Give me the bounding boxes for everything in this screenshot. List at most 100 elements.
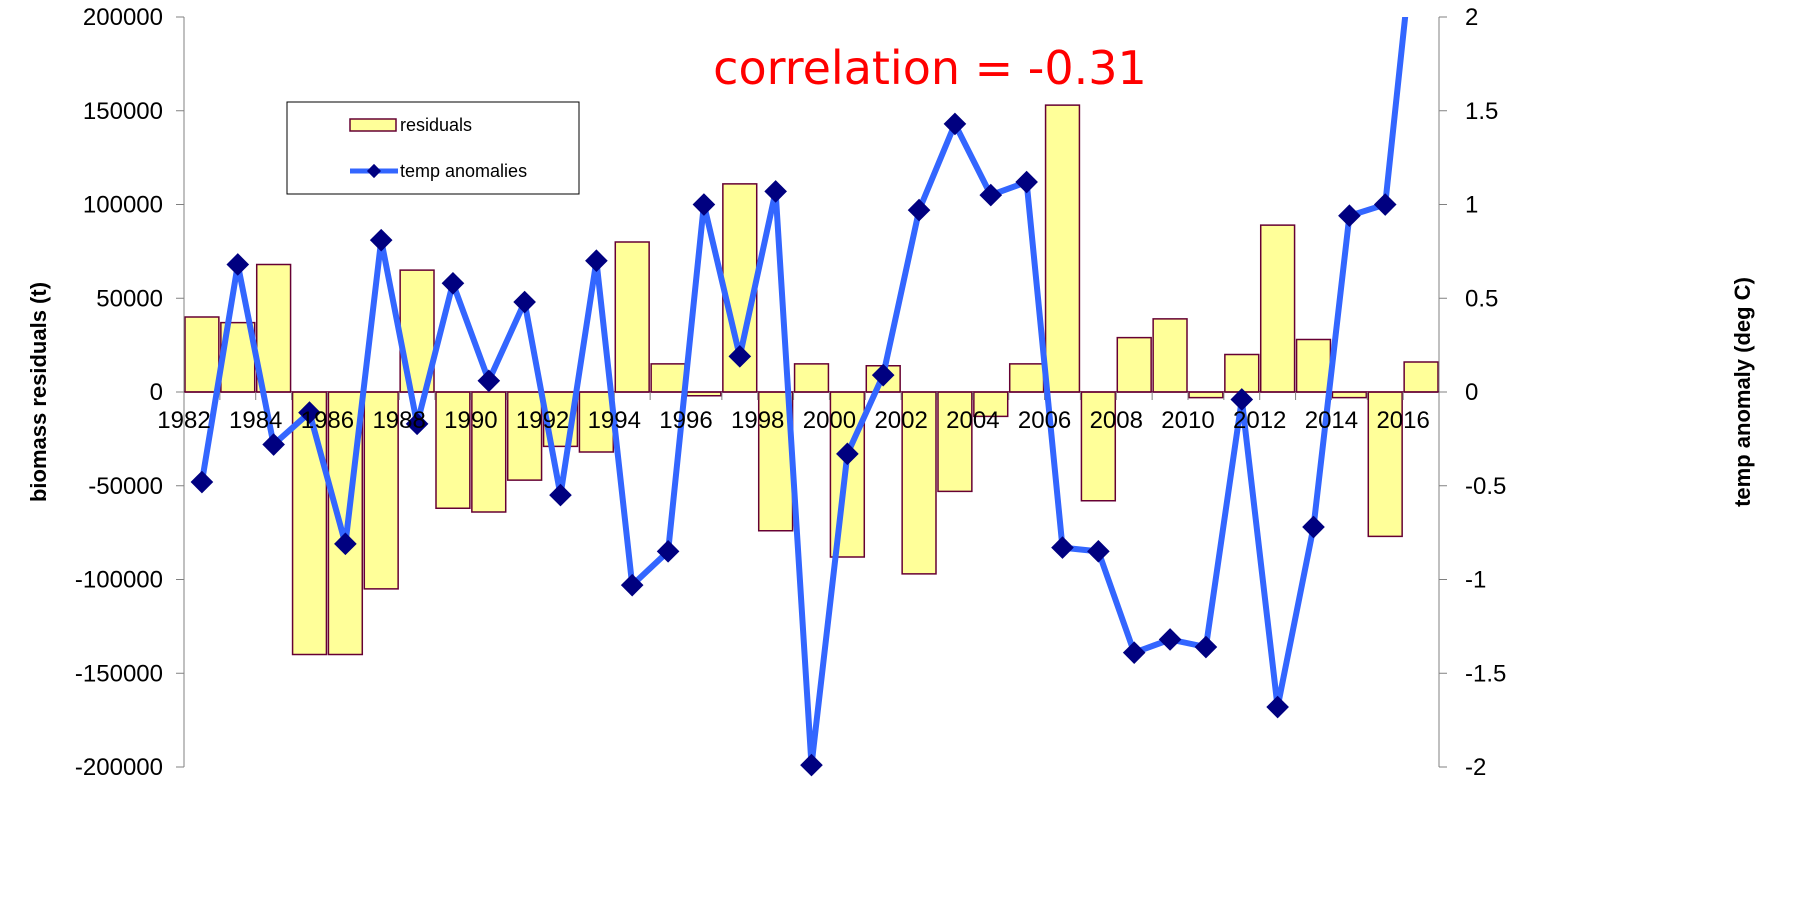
y-tick-label: 100000 xyxy=(83,192,163,219)
x-tick-label: 2000 xyxy=(803,407,856,434)
bar-1989 xyxy=(435,391,471,509)
bar-2009 xyxy=(1152,318,1188,393)
axes-layer xyxy=(176,16,1447,768)
x-tick-label: 2016 xyxy=(1376,407,1429,434)
x-tick-label: 1994 xyxy=(588,407,641,434)
temp-point-1997 xyxy=(728,345,752,368)
temp-point-1985 xyxy=(298,401,321,424)
x-tick-label: 1990 xyxy=(444,407,497,434)
bar-2004 xyxy=(973,391,1009,418)
legend-temp-anomalies-label: temp anomalies xyxy=(400,161,527,181)
y-axis-title: biomass residuals (t) xyxy=(26,282,51,502)
bar-1982 xyxy=(184,316,220,393)
y2-tick-label: -1.5 xyxy=(1465,660,1506,687)
bar-1999 xyxy=(793,363,830,393)
y2-tick-label: -1 xyxy=(1465,567,1486,594)
y-tick-label: -100000 xyxy=(75,567,163,594)
temp-point-2013 xyxy=(1302,515,1325,539)
temp-point-1987 xyxy=(369,228,393,252)
bar-1990 xyxy=(471,391,507,513)
bar-1991 xyxy=(506,391,543,481)
y-tick-label: 150000 xyxy=(83,98,163,125)
bar-2010 xyxy=(1188,391,1224,399)
y2-tick-label: -0.5 xyxy=(1465,473,1506,500)
legend-box xyxy=(286,101,580,195)
x-tick-label: 2002 xyxy=(874,407,927,434)
temp-point-1982 xyxy=(190,470,214,494)
temp-point-1996 xyxy=(692,193,716,216)
y-tick-label: -200000 xyxy=(75,754,163,781)
y-tick-label: 50000 xyxy=(96,285,163,312)
temp-point-2000 xyxy=(836,442,859,466)
bar-2013 xyxy=(1295,338,1332,393)
y-tick-label: -50000 xyxy=(88,473,163,500)
temp-point-1995 xyxy=(656,540,680,563)
bar-1995 xyxy=(650,363,686,393)
x-tick-label: 2012 xyxy=(1233,407,1286,434)
legend: residuals temp anomalies xyxy=(286,101,580,195)
bar-2002 xyxy=(901,391,937,575)
temp-point-2015 xyxy=(1373,193,1397,216)
x-tick-label: 2008 xyxy=(1090,407,1143,434)
x-tick-label: 2010 xyxy=(1161,407,1214,434)
temp-point-2004 xyxy=(979,183,1003,207)
temp-point-1998 xyxy=(764,180,787,203)
x-tick-label: 1996 xyxy=(659,407,712,434)
temp-point-2005 xyxy=(1015,170,1038,194)
x-tick-label: 1982 xyxy=(157,407,210,434)
y2-tick-label: 1 xyxy=(1465,192,1478,219)
y2-tick-label: 0 xyxy=(1465,379,1478,406)
correlation-annotation: correlation = -0.31 xyxy=(713,41,1147,95)
x-tick-label: 2004 xyxy=(946,407,999,434)
bar-2008 xyxy=(1116,336,1152,393)
x-tick-label: 1984 xyxy=(229,407,282,434)
temp-point-2002 xyxy=(907,198,931,222)
temp-point-1999 xyxy=(800,753,823,777)
y-tick-label: 0 xyxy=(150,379,163,406)
bar-1993 xyxy=(578,391,615,453)
y-tick-label: -150000 xyxy=(75,660,163,687)
legend-residuals-swatch xyxy=(349,118,397,132)
y2-tick-label: 0.5 xyxy=(1465,285,1498,312)
temp-point-2010 xyxy=(1194,635,1218,659)
labels-layer: 200000 150000 100000 50000 0 -50000 -100000 -15… xyxy=(75,4,1506,781)
temp-point-1992 xyxy=(549,483,572,507)
temp-point-2003 xyxy=(943,112,967,136)
temp-point-2007 xyxy=(1087,540,1110,563)
legend-residuals-label: residuals xyxy=(400,115,472,135)
bar-1994 xyxy=(614,241,650,393)
y2-axis-title: temp anomaly (deg C) xyxy=(1730,277,1755,507)
bar-2005 xyxy=(1008,363,1045,393)
temp-point-1988 xyxy=(405,412,429,436)
bar-1987 xyxy=(363,391,399,590)
x-tick-label: 2014 xyxy=(1305,407,1358,434)
temp-point-2006 xyxy=(1051,536,1074,559)
temp-point-2009 xyxy=(1158,628,1182,651)
temp-point-1994 xyxy=(620,573,644,597)
y2-tick-label: -2 xyxy=(1465,754,1486,781)
bar-2006 xyxy=(1044,104,1081,393)
legend-temp-anomalies-marker xyxy=(366,163,382,179)
temp-point-1983 xyxy=(226,253,250,276)
bars-layer xyxy=(184,104,1439,656)
x-tick-label: 1986 xyxy=(301,407,354,434)
temp-point-1990 xyxy=(477,369,501,393)
temp-point-2012 xyxy=(1266,695,1289,719)
temp-point-2008 xyxy=(1122,641,1146,664)
y-tick-label: 200000 xyxy=(83,4,163,31)
bar-2016 xyxy=(1403,361,1439,393)
bar-2011 xyxy=(1224,353,1260,393)
temp-point-2001 xyxy=(871,363,895,387)
bar-2014 xyxy=(1331,391,1368,399)
x-tick-label: 2006 xyxy=(1018,407,1071,434)
y2-tick-label: 1.5 xyxy=(1465,98,1498,125)
bar-2012 xyxy=(1259,224,1296,393)
bar-2015 xyxy=(1367,391,1403,538)
x-tick-label: 1992 xyxy=(516,407,569,434)
y2-tick-label: 2 xyxy=(1465,4,1478,31)
x-tick-label: 1988 xyxy=(372,407,425,434)
x-tick-label: 1998 xyxy=(731,407,784,434)
temp-point-1991 xyxy=(513,290,536,314)
